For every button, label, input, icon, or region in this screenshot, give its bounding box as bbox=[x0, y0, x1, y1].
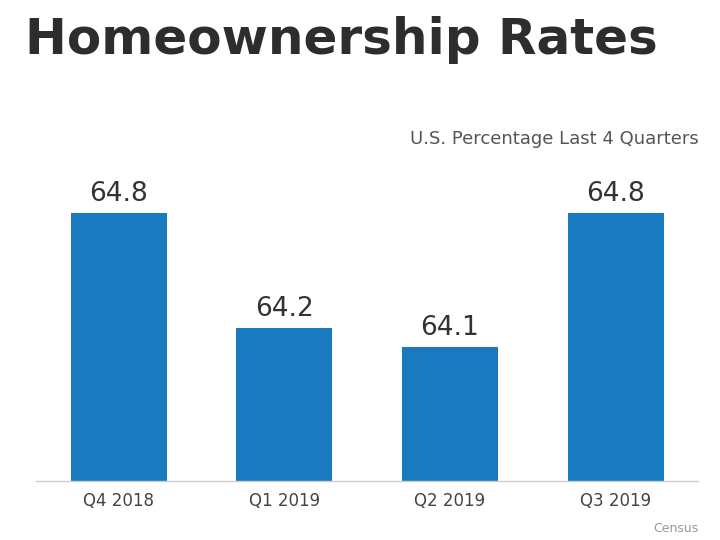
Text: 64.8: 64.8 bbox=[89, 181, 148, 207]
Bar bbox=[71, 213, 167, 481]
Text: Homeownership Rates: Homeownership Rates bbox=[25, 16, 658, 64]
Text: 64.2: 64.2 bbox=[255, 296, 314, 322]
Text: 64.8: 64.8 bbox=[586, 181, 645, 207]
Bar bbox=[402, 347, 498, 481]
Text: 64.1: 64.1 bbox=[420, 315, 480, 341]
Bar bbox=[567, 213, 664, 481]
Text: Census: Census bbox=[653, 522, 698, 535]
Text: U.S. Percentage Last 4 Quarters: U.S. Percentage Last 4 Quarters bbox=[410, 130, 698, 147]
Bar bbox=[236, 328, 333, 481]
